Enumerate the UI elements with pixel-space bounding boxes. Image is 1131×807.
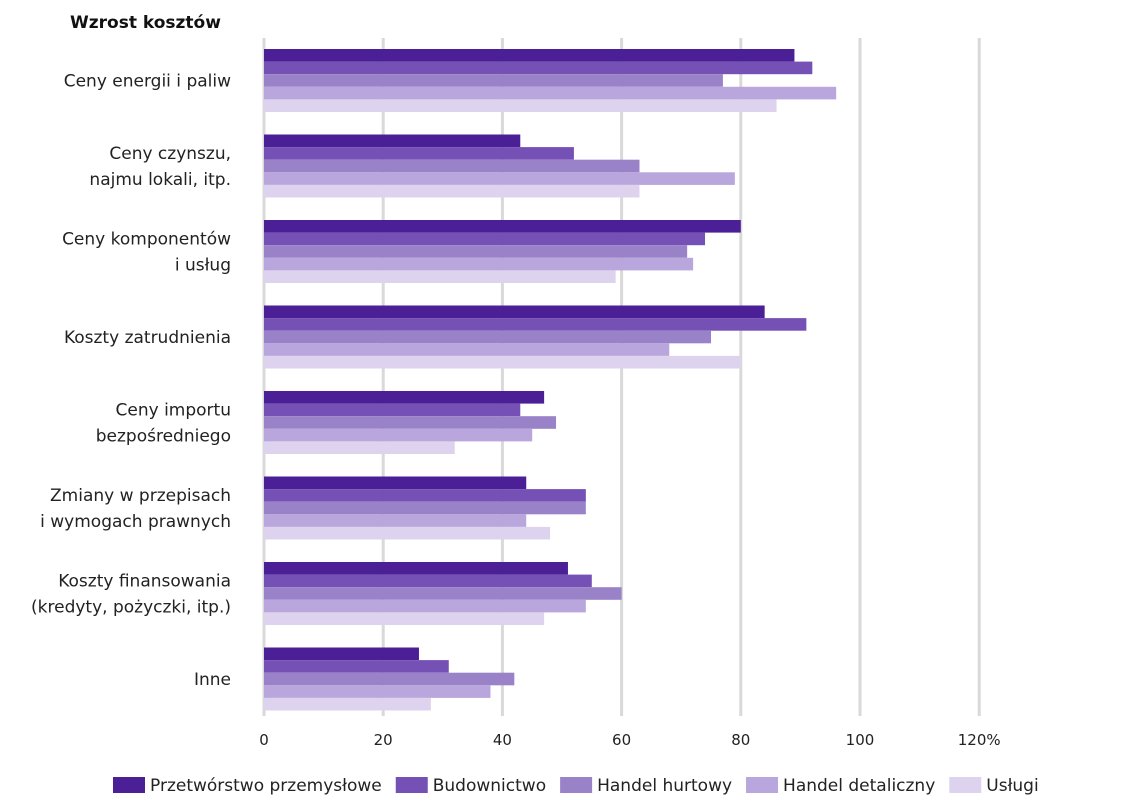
x-tick-label: 0	[259, 731, 269, 749]
bar	[264, 330, 711, 344]
category-label: Ceny importu	[116, 401, 231, 421]
chart-title: Wzrost kosztów	[70, 13, 221, 33]
bar	[264, 697, 431, 711]
legend: Przetwórstwo przemysłowe Budownictwo Hande…	[113, 776, 1039, 796]
x-tick-label: 100	[846, 731, 875, 749]
bar	[264, 476, 527, 490]
bar	[264, 172, 735, 185]
category-label: i wymogach prawnych	[40, 512, 231, 532]
legend-label: Handel detaliczny	[783, 776, 935, 796]
bar	[264, 134, 521, 148]
bar	[264, 318, 807, 331]
legend-swatch	[560, 777, 593, 793]
bar	[264, 587, 622, 600]
category-label: Koszty finansowania	[58, 572, 231, 592]
category-label: Zmiany w przepisach	[50, 486, 231, 506]
x-tick-label: 120%	[958, 731, 1001, 749]
legend-label: Usługi	[986, 776, 1038, 796]
legend-label: Przetwórstwo przemysłowe	[150, 776, 382, 796]
x-axis-ticks: 0 20 40 60 80 100 120%	[259, 731, 1000, 749]
category-label: i usług	[175, 256, 231, 276]
bar	[264, 257, 694, 271]
bar	[264, 416, 557, 429]
bar	[264, 99, 777, 112]
category-labels: Ceny energii i paliw Ceny czynszu, najmu l…	[31, 72, 231, 691]
category-label: bezpośredniego	[96, 427, 231, 447]
bar	[264, 355, 741, 369]
bar	[264, 159, 640, 173]
bar	[264, 672, 515, 686]
bar	[264, 574, 592, 588]
x-tick-label: 80	[731, 731, 750, 749]
legend-swatch	[949, 777, 982, 793]
bar	[264, 391, 545, 404]
legend-label: Budownictwo	[433, 776, 546, 796]
bar	[264, 660, 449, 673]
bar	[264, 562, 568, 575]
category-label: najmu lokali, itp.	[89, 170, 231, 190]
bar	[264, 403, 521, 417]
x-tick-label: 40	[493, 731, 512, 749]
bar	[264, 270, 616, 283]
legend-swatch	[113, 777, 145, 793]
bar	[264, 86, 837, 100]
legend-swatch	[395, 777, 428, 793]
bars	[264, 49, 837, 711]
bar	[264, 245, 688, 258]
bar	[264, 232, 706, 246]
category-label: Koszty zatrudnienia	[64, 328, 231, 348]
bar	[264, 305, 765, 319]
bar	[264, 428, 533, 442]
category-label: Ceny czynszu,	[109, 144, 231, 164]
bar	[264, 343, 670, 356]
bar	[264, 220, 741, 233]
bar	[264, 599, 586, 613]
bar	[264, 61, 813, 75]
bar	[264, 184, 640, 198]
bar	[264, 147, 574, 160]
bar	[264, 74, 723, 87]
legend-swatch	[746, 777, 779, 793]
bar	[264, 647, 419, 661]
bar	[264, 49, 795, 62]
bar	[264, 526, 551, 540]
category-label: Ceny komponentów	[62, 230, 231, 250]
x-tick-label: 20	[374, 731, 393, 749]
category-label: Ceny energii i paliw	[64, 72, 231, 92]
bar	[264, 489, 586, 502]
category-label: (kredyty, pożyczki, itp.)	[31, 598, 231, 618]
bar	[264, 514, 527, 527]
bar	[264, 612, 545, 625]
category-label: Inne	[194, 670, 231, 690]
x-tick-label: 60	[612, 731, 631, 749]
bar	[264, 685, 491, 698]
bar	[264, 501, 586, 515]
legend-label: Handel hurtowy	[597, 776, 732, 796]
bar	[264, 441, 455, 454]
